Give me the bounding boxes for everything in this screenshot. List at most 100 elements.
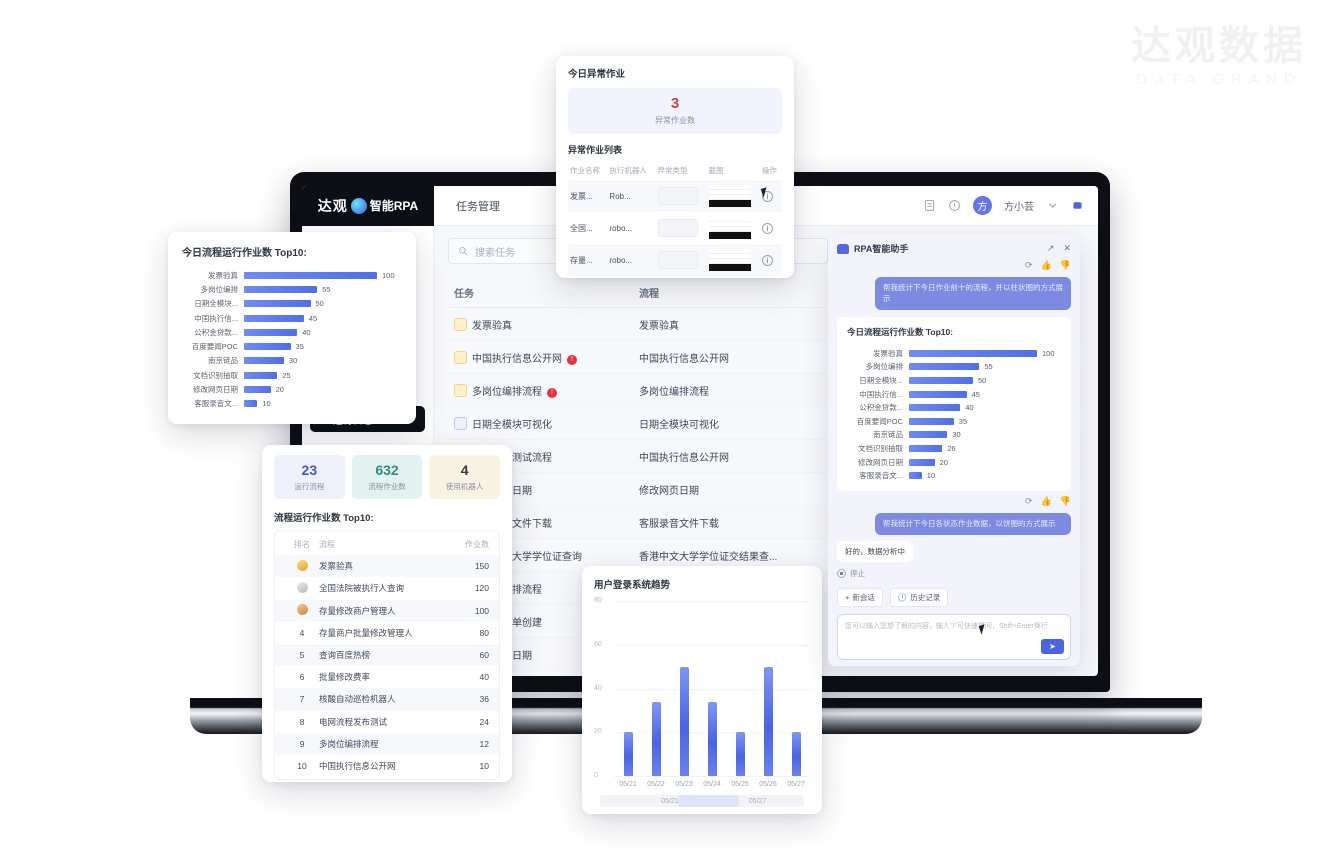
- info-icon[interactable]: i: [761, 254, 773, 266]
- new-chat-button[interactable]: + 新会话: [837, 587, 883, 607]
- trend-bar[interactable]: [707, 701, 717, 776]
- rank-row[interactable]: 7 核酸自动巡检机器人 36: [275, 688, 499, 711]
- slider-selection[interactable]: [677, 795, 739, 807]
- clock-icon: 🕐: [897, 592, 908, 602]
- chat-chart-card: 今日流程运行作业数 Top10: 发票验真 100 多岗位编排 55 日期全模块... 5…: [837, 316, 1071, 492]
- logo-text-cn: 达观: [317, 197, 348, 214]
- document-icon[interactable]: [923, 199, 936, 212]
- stat-value: 632: [375, 461, 399, 478]
- rank-row[interactable]: 存量修改商户管理人 100: [275, 599, 499, 622]
- thumbs-up-icon[interactable]: 👍: [1040, 260, 1052, 270]
- cell-type: 编排: [831, 670, 901, 676]
- y-tick-label: 60: [594, 640, 602, 648]
- bar-value: 10: [262, 399, 271, 409]
- trend-bar[interactable]: [623, 732, 633, 776]
- stat-card: 23 运行流程: [274, 455, 345, 499]
- bar: [244, 357, 284, 365]
- anomaly-screenshot[interactable]: [706, 244, 760, 276]
- bar-row: 中国执行信... 45: [847, 387, 1061, 401]
- history-button[interactable]: 🕐 历史记录: [889, 587, 949, 607]
- brand-watermark: 达观数据 DATA GRAND: [1131, 26, 1307, 88]
- stop-icon: [837, 568, 846, 578]
- avatar[interactable]: 方: [973, 196, 992, 215]
- chevron-down-icon[interactable]: [1046, 199, 1059, 212]
- anomaly-kpi-label: 异常作业数: [655, 116, 695, 125]
- stop-generation-button[interactable]: 停止: [837, 568, 1071, 579]
- nav-item-task-management[interactable]: 任务管理: [456, 200, 500, 213]
- trend-bar[interactable]: [651, 701, 661, 776]
- bar-label: 公积金贷款...: [859, 403, 903, 413]
- refresh-icon-2[interactable]: ⟳: [1025, 496, 1033, 507]
- anomaly-op[interactable]: i: [759, 244, 782, 276]
- rank-row[interactable]: 9 多岗位编排流程 12: [275, 732, 499, 755]
- x-tick-label: 05/26: [759, 781, 777, 788]
- anomaly-col-4: 操作: [761, 166, 777, 175]
- screenshot-thumb[interactable]: [708, 217, 751, 239]
- bar-value: 40: [965, 403, 974, 413]
- bar-label: 百度要闻POC: [856, 416, 903, 426]
- rank-header-row: 排名 流程 作业数: [275, 533, 499, 555]
- trend-bar[interactable]: [791, 732, 801, 776]
- task-type-icon: [454, 317, 467, 331]
- expand-icon[interactable]: ↗: [1046, 243, 1055, 253]
- bar-label: 修改网页日期: [858, 457, 903, 467]
- info-icon[interactable]: i: [761, 222, 773, 234]
- rank-flow-name: 电网流程发布测试: [319, 716, 388, 727]
- rank-position: 9: [299, 738, 305, 749]
- rank-row[interactable]: 8 电网流程发布测试 24: [275, 711, 499, 733]
- logo-text-rpa: 智能RPA: [369, 199, 419, 213]
- screenshot-thumb[interactable]: [708, 185, 751, 207]
- anomaly-op[interactable]: i: [759, 180, 782, 212]
- bar: [244, 271, 377, 279]
- rank-row[interactable]: 5 查询百度热榜 60: [275, 643, 499, 667]
- anomaly-screenshot[interactable]: [706, 180, 760, 212]
- help-icon[interactable]: [948, 199, 961, 212]
- rank-row[interactable]: 4 存量商户批量修改管理人 80: [275, 622, 499, 644]
- thumbs-up-icon-2[interactable]: 👍: [1040, 496, 1052, 507]
- bar-label: 文档识别抽取: [193, 370, 238, 380]
- bar-value: 30: [952, 430, 961, 440]
- refresh-icon[interactable]: ⟳: [1025, 260, 1033, 270]
- thumbs-down-icon-2[interactable]: 👎: [1059, 496, 1071, 507]
- rank-row[interactable]: 6 批量修改费率 40: [275, 666, 499, 688]
- thumbs-down-icon[interactable]: 👎: [1059, 260, 1071, 270]
- screenshot-thumb[interactable]: [708, 249, 751, 271]
- cell-ops[interactable]: ⧉ ⓘ ···: [988, 670, 1084, 676]
- bar-label: 修改网页日期: [193, 385, 238, 395]
- info-icon[interactable]: i: [761, 190, 773, 202]
- rank-row[interactable]: 全国法院被执行人查询 120: [275, 577, 499, 599]
- rank-count: 60: [479, 650, 489, 661]
- anomaly-row[interactable]: 存量... robo... i: [568, 244, 782, 276]
- bar-value: 45: [308, 313, 318, 323]
- medal-icon: [296, 604, 308, 616]
- close-icon[interactable]: ✕: [1063, 243, 1071, 253]
- cell-flow: 日期全模块可视化: [632, 406, 832, 440]
- rank-rows: 发票验真 150 全国法院被执行人查询 120 存量修改商户管理人 100 4 存量商户批量修…: [275, 555, 499, 777]
- bar-label: 多岗位编排: [865, 362, 904, 372]
- bar-value: 45: [971, 389, 980, 399]
- bar-row: 修改网页日期 20: [847, 455, 1061, 469]
- trend-bar[interactable]: [763, 666, 773, 776]
- app-logo[interactable]: 达观 智能RPA: [302, 186, 434, 226]
- anomaly-row[interactable]: 全国... robo... i: [568, 212, 782, 244]
- bar-row: 百度要闻POC 35: [847, 414, 1061, 428]
- anomaly-dialog-title: 今日异常作业: [568, 69, 626, 80]
- robot-icon[interactable]: [1071, 199, 1084, 212]
- rank-position: 8: [299, 716, 305, 727]
- rank-flow-name: 存量修改商户管理人: [319, 605, 396, 616]
- trend-bar[interactable]: [735, 732, 745, 776]
- chat-input[interactable]: 您可以输入您想了解的内容，输入"/"可快速提问，Shift+Enter换行 ➤: [837, 613, 1071, 660]
- rank-flow-name: 核酸自动巡检机器人: [319, 694, 396, 705]
- anomaly-kpi: 3 异常作业数: [568, 88, 782, 134]
- user-name-label[interactable]: 方小芸: [1004, 202, 1034, 213]
- rank-row[interactable]: 发票验真 150: [275, 555, 499, 578]
- search-placeholder: 搜索任务: [475, 247, 515, 259]
- trend-range-slider[interactable]: 05/21 05/27: [600, 795, 804, 807]
- rank-row[interactable]: 10 中国执行信息公开网 10: [275, 755, 499, 777]
- anomaly-screenshot[interactable]: [707, 212, 760, 244]
- trend-bar[interactable]: [679, 666, 689, 776]
- send-button[interactable]: ➤: [1041, 638, 1064, 654]
- anomaly-row[interactable]: 发票... Rob... i: [568, 180, 782, 212]
- anomaly-op[interactable]: i: [760, 212, 782, 244]
- stat-value: 23: [301, 461, 318, 478]
